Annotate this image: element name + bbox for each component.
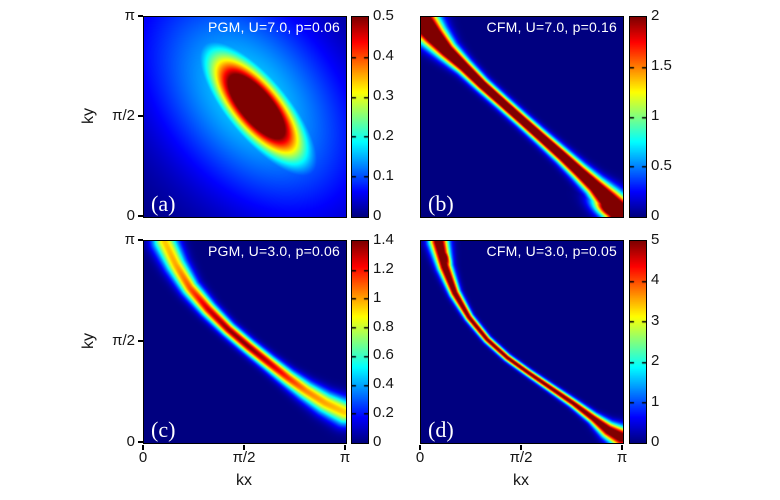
axis-tick-mark xyxy=(138,15,143,17)
colorbar-tick-label: 1 xyxy=(373,288,382,306)
axis-tick-mark xyxy=(419,445,421,450)
axis-tick-mark xyxy=(138,239,143,241)
axis-tick-mark xyxy=(621,445,623,450)
axis-tick-mark xyxy=(520,445,522,450)
axis-tick-mark xyxy=(138,115,143,117)
x-tick-label: π xyxy=(616,449,628,466)
heatmap-canvas-b xyxy=(421,17,623,217)
heatmap-panel-d: CFM, U=3.0, p=0.05 (d) xyxy=(420,240,624,444)
x-axis-label: kx xyxy=(236,472,252,489)
axis-tick-mark xyxy=(138,441,143,443)
colorbar-tick-label: 0 xyxy=(373,433,382,450)
x-tick-label: 0 xyxy=(138,449,148,466)
colorbar-tick-label: 0.1 xyxy=(373,167,394,184)
heatmap-canvas-c xyxy=(144,241,346,443)
y-axis-label: ky xyxy=(80,333,97,349)
panel-label-b: (b) xyxy=(428,191,454,216)
colorbar-tick-label: 1.5 xyxy=(651,57,672,74)
colorbar-tick-label: 2 xyxy=(651,7,660,24)
colorbar-tick-label: 0.4 xyxy=(373,47,394,64)
heatmap-panel-b: CFM, U=7.0, p=0.16 (b) xyxy=(420,16,624,218)
colorbar-c xyxy=(351,240,369,444)
axis-tick-mark xyxy=(344,445,346,450)
colorbar-tick-label: 0.2 xyxy=(373,404,394,422)
panel-label-c: (c) xyxy=(151,417,176,442)
heatmap-canvas-a xyxy=(144,17,346,217)
y-axis-label: ky xyxy=(80,108,97,124)
x-axis-label: kx xyxy=(513,472,529,489)
heatmap-panel-c: PGM, U=3.0, p=0.06 (c) xyxy=(143,240,347,444)
panel-title-a: PGM, U=7.0, p=0.06 xyxy=(207,19,340,35)
x-tick-label: π xyxy=(339,449,351,466)
y-tick-label: π/2 xyxy=(112,332,135,349)
axis-tick-mark xyxy=(138,340,143,342)
axis-tick-mark xyxy=(138,215,143,217)
colorbar-tick-label: 1.2 xyxy=(373,259,394,277)
colorbar-a xyxy=(351,16,369,218)
panel-label-d: (d) xyxy=(428,417,454,442)
colorbar-tick-label: 0 xyxy=(651,207,660,224)
panel-title-d: CFM, U=3.0, p=0.05 xyxy=(486,243,617,259)
axis-tick-mark xyxy=(243,445,245,450)
heatmap-panel-a: PGM, U=7.0, p=0.06 (a) xyxy=(143,16,347,218)
colorbar-tick-label: 5 xyxy=(651,231,660,248)
colorbar-tick-label: 0.5 xyxy=(373,7,394,24)
colorbar-b xyxy=(629,16,647,218)
y-tick-label: π/2 xyxy=(112,107,135,124)
colorbar-tick-label: 0.5 xyxy=(651,157,672,174)
colorbar-tick-label: 2 xyxy=(651,352,660,370)
colorbar-tick-label: 0 xyxy=(373,207,382,224)
colorbar-tick-label: 0.6 xyxy=(373,346,394,364)
heatmap-canvas-d xyxy=(421,241,623,443)
axis-tick-mark xyxy=(142,445,144,450)
colorbar-tick-label: 0.3 xyxy=(373,87,394,104)
colorbar-tick-label: 1 xyxy=(651,107,660,124)
y-tick-label: 0 xyxy=(126,207,135,224)
colorbar-tick-label: 4 xyxy=(651,271,660,289)
y-tick-label: 0 xyxy=(126,433,135,450)
panel-title-b: CFM, U=7.0, p=0.16 xyxy=(486,19,617,35)
colorbar-tick-label: 1.4 xyxy=(373,231,394,248)
colorbar-tick-label: 3 xyxy=(651,311,660,329)
colorbar-tick-label: 0.8 xyxy=(373,317,394,335)
x-tick-label: π/2 xyxy=(509,449,533,466)
panel-label-a: (a) xyxy=(151,191,176,216)
colorbar-tick-label: 0.2 xyxy=(373,127,394,144)
panel-title-c: PGM, U=3.0, p=0.06 xyxy=(207,243,340,259)
colorbar-tick-label: 0.4 xyxy=(373,375,394,393)
colorbar-tick-label: 0 xyxy=(651,433,660,450)
x-tick-label: π/2 xyxy=(232,449,256,466)
y-tick-label: π xyxy=(124,231,135,248)
y-tick-label: π xyxy=(124,7,135,24)
x-tick-label: 0 xyxy=(415,449,425,466)
colorbar-d xyxy=(629,240,647,444)
colorbar-tick-label: 1 xyxy=(651,392,660,410)
